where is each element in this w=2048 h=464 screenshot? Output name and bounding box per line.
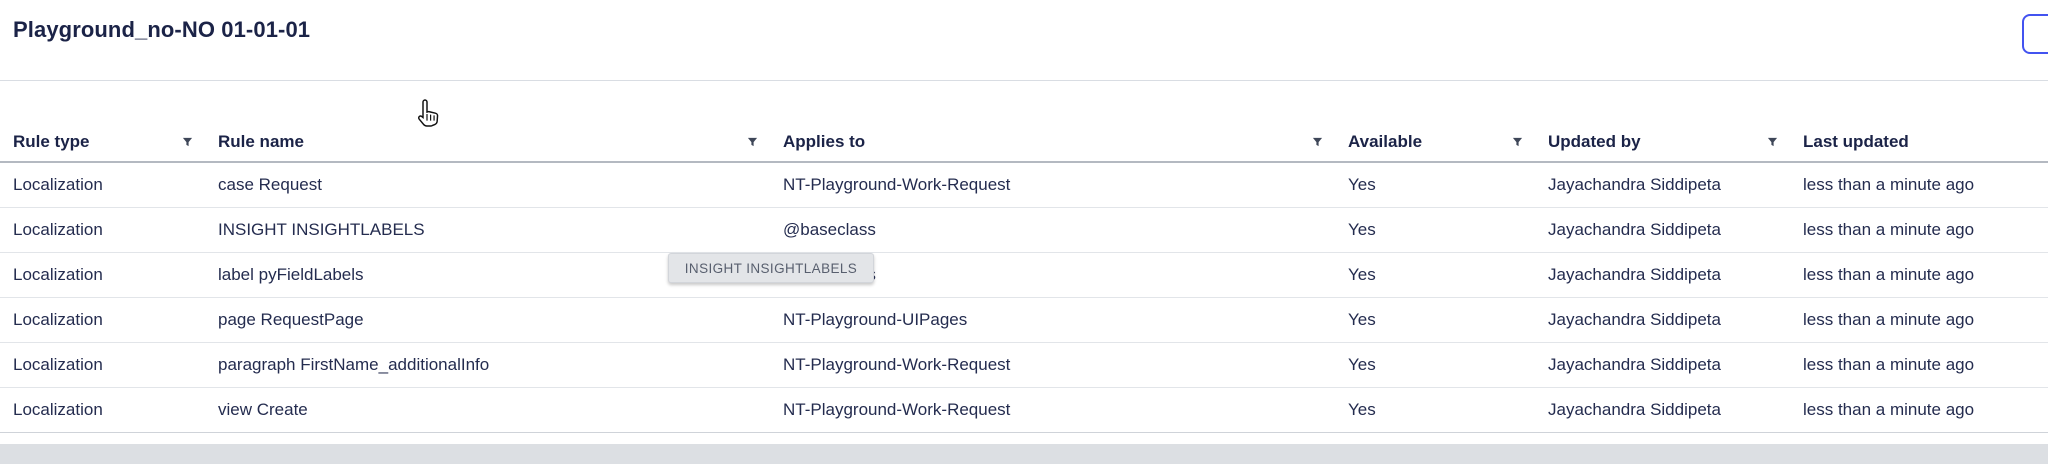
cell-rule-type: Localization [0,207,205,253]
page-header: Playground_no-NO 01-01-01 [0,0,2048,81]
rules-table-body: Localization case Request NT-Playground-… [0,162,2048,433]
cell-rule-name[interactable]: case Request [205,162,770,208]
edge-action-button[interactable] [2022,14,2048,54]
table-row[interactable]: Localization case Request NT-Playground-… [0,162,2048,208]
cell-rule-type: Localization [0,387,205,433]
page-title: Playground_no-NO 01-01-01 [13,17,311,42]
table-row[interactable]: Localization label pyFieldLabels @basecl… [0,252,2048,298]
cell-last-updated: less than a minute ago [1790,252,2048,298]
table-row[interactable]: Localization paragraph FirstName_additio… [0,342,2048,388]
column-header-label: Applies to [783,132,866,151]
cell-rule-type: Localization [0,342,205,388]
column-header-label: Rule name [218,132,304,151]
cell-applies-to: @baseclass [770,207,1335,253]
cell-updated-by: Jayachandra Siddipeta [1535,387,1790,433]
cell-rule-name[interactable]: view Create [205,387,770,433]
cell-rule-name[interactable]: paragraph FirstName_additionalInfo [205,342,770,388]
cell-updated-by: Jayachandra Siddipeta [1535,342,1790,388]
filter-icon[interactable] [747,137,758,148]
column-header-last-updated[interactable]: Last updated [1790,81,2048,163]
filter-icon[interactable] [182,137,193,148]
rules-table-header: Rule type Rule name Applies to [0,81,2048,163]
filter-icon[interactable] [1767,137,1778,148]
cell-available: Yes [1335,387,1535,433]
rules-table: Rule type Rule name Applies to [0,81,2048,433]
cell-last-updated: less than a minute ago [1790,162,2048,208]
cell-rule-name[interactable]: page RequestPage [205,297,770,343]
column-header-label: Last updated [1803,132,1909,151]
cell-applies-to: NT-Playground-Work-Request [770,162,1335,208]
table-row[interactable]: Localization page RequestPage NT-Playgro… [0,297,2048,343]
cell-last-updated: less than a minute ago [1790,207,2048,253]
table-row[interactable]: Localization view Create NT-Playground-W… [0,387,2048,433]
cell-rule-name[interactable]: INSIGHT INSIGHTLABELS [205,207,770,253]
cell-last-updated: less than a minute ago [1790,342,2048,388]
column-header-label: Updated by [1548,132,1641,151]
table-row[interactable]: Localization INSIGHT INSIGHTLABELS @base… [0,207,2048,253]
column-header-applies-to[interactable]: Applies to [770,81,1335,163]
cell-rule-type: Localization [0,297,205,343]
column-header-rule-name[interactable]: Rule name [205,81,770,163]
cell-available: Yes [1335,342,1535,388]
column-header-label: Available [1348,132,1423,151]
filter-icon[interactable] [1512,137,1523,148]
cell-rule-type: Localization [0,162,205,208]
cell-applies-to: NT-Playground-Work-Request [770,342,1335,388]
filter-icon[interactable] [1312,137,1323,148]
tooltip: INSIGHT INSIGHTLABELS [668,253,874,283]
cell-available: Yes [1335,207,1535,253]
cell-applies-to: NT-Playground-UIPages [770,297,1335,343]
column-header-available[interactable]: Available [1335,81,1535,163]
cell-updated-by: Jayachandra Siddipeta [1535,207,1790,253]
cell-available: Yes [1335,297,1535,343]
footer-band [0,444,2048,464]
cell-available: Yes [1335,162,1535,208]
cell-applies-to: NT-Playground-Work-Request [770,387,1335,433]
column-header-rule-type[interactable]: Rule type [0,81,205,163]
column-header-updated-by[interactable]: Updated by [1535,81,1790,163]
column-header-label: Rule type [13,132,90,151]
cell-available: Yes [1335,252,1535,298]
cell-last-updated: less than a minute ago [1790,297,2048,343]
cell-updated-by: Jayachandra Siddipeta [1535,297,1790,343]
cell-rule-type: Localization [0,252,205,298]
cell-updated-by: Jayachandra Siddipeta [1535,252,1790,298]
cell-updated-by: Jayachandra Siddipeta [1535,162,1790,208]
cell-last-updated: less than a minute ago [1790,387,2048,433]
